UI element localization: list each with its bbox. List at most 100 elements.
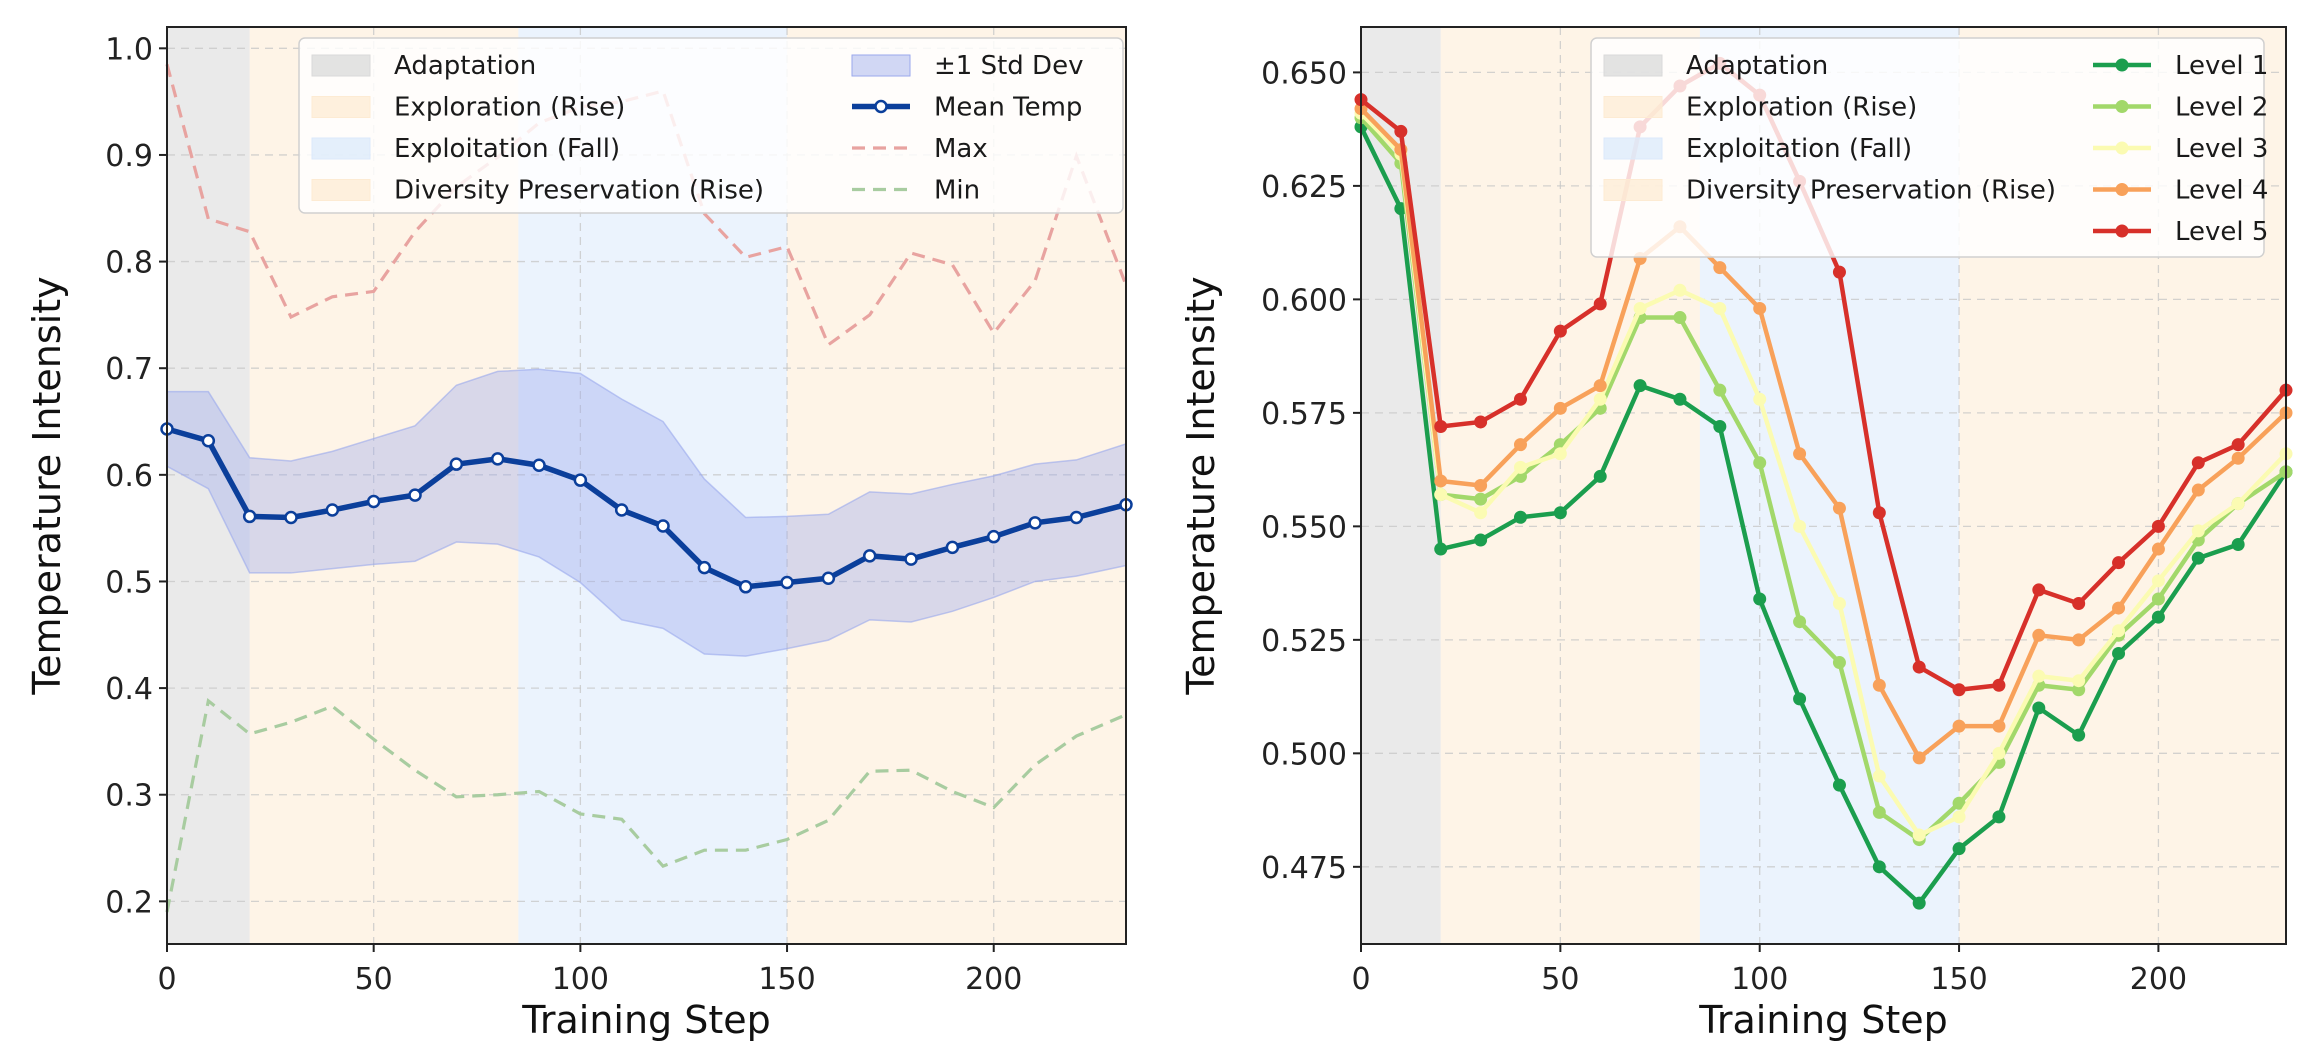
- right-series-level-2-line: [1359, 116, 2288, 842]
- right-series-level-5-point: [2151, 519, 2165, 533]
- right-series-level-1-point: [1553, 506, 1567, 520]
- left-legend-phase-swatch: [311, 54, 371, 77]
- left-y-tick-label: 0.6: [105, 459, 153, 494]
- right-series-level-1-point: [1872, 860, 1886, 874]
- left-y-tick-label: 0.9: [105, 139, 153, 174]
- right-legend-phase-swatch: [1603, 179, 1663, 201]
- right-y-tick-label: 0.575: [1261, 397, 1347, 432]
- left-x-tick-label: 150: [758, 962, 815, 997]
- right-series-level-2-point: [2151, 592, 2165, 606]
- right-series-level-4-point: [2151, 542, 2165, 556]
- right-series-level-1-point: [2072, 728, 2086, 742]
- left-series-mean-temp-point: [780, 575, 794, 590]
- right-legend-phase-swatch: [1603, 96, 1663, 118]
- left-legend-phase-swatch: [311, 179, 371, 201]
- right-series-level-1-point: [1593, 469, 1607, 483]
- right-series-level-2-point: [2072, 683, 2086, 697]
- left-legend-series-marker: [874, 99, 888, 114]
- left-y-tick-label: 0.3: [105, 779, 153, 814]
- right-legend-phase-label: Exploitation (Fall): [1686, 134, 1912, 164]
- left-series-mean-temp-point: [490, 452, 505, 466]
- left-series-mean-temp-point: [986, 529, 1001, 544]
- left-series-mean-temp-point: [284, 510, 298, 525]
- right-series-level-1-point: [1633, 379, 1647, 393]
- left-legend-phase-swatch: [311, 96, 371, 118]
- left-series-mean-temp-point: [1069, 510, 1084, 525]
- right-legend-series-label: Level 2: [2175, 93, 2268, 123]
- right-x-tick-label: 200: [2130, 962, 2187, 997]
- right-series-level-3-point: [1912, 828, 1926, 842]
- right-series-level-4-point: [1553, 401, 1567, 415]
- left-series-mean-temp-point: [325, 503, 340, 517]
- right-series-level-5-point: [1832, 265, 1846, 279]
- left-series-mean-temp-point: [242, 509, 257, 524]
- right-series-level-4-point: [1513, 438, 1527, 452]
- right-series-level-1-point: [1832, 778, 1846, 792]
- right-series-level-5-point: [2032, 583, 2046, 597]
- left-legend-phase-swatch: [311, 137, 371, 160]
- right-series-level-3-point: [1593, 392, 1607, 406]
- right-legend-series-marker: [2115, 224, 2129, 238]
- right-series-level-4-point: [1952, 719, 1966, 733]
- right-series-level-5-point: [1872, 506, 1886, 520]
- left-series-mean-temp-point: [821, 571, 836, 586]
- left-series-mean-temp-point: [614, 503, 629, 517]
- right-series-level-5-point: [1992, 678, 2006, 692]
- right-y-tick-label: 0.625: [1261, 170, 1347, 205]
- right-legend-phase-label: Diversity Preservation (Rise): [1686, 176, 2056, 206]
- right-y-tick-label: 0.525: [1261, 624, 1347, 659]
- left-series-mean-temp-point: [862, 549, 877, 563]
- right-series-level-4-point: [1992, 719, 2006, 733]
- right-series-level-3-point: [2151, 574, 2165, 588]
- left-y-tick-label: 0.2: [105, 885, 153, 920]
- left-legend-phase-label: Diversity Preservation (Rise): [394, 176, 764, 206]
- left-x-tick-label: 100: [552, 962, 609, 997]
- right-legend-series-label: Level 4: [2175, 176, 2268, 206]
- left-legend-phase-label: Exploitation (Fall): [394, 134, 620, 164]
- right-series-level-3-point: [2072, 674, 2086, 688]
- right-series-level-1-point: [1673, 392, 1687, 406]
- right-legend-phase-label: Exploration (Rise): [1686, 93, 1917, 123]
- left-x-axis-title: Training Step: [521, 998, 771, 1042]
- left-y-axis-title: Temperature Intensity: [25, 276, 69, 695]
- right-series-level-4-point: [2032, 628, 2046, 642]
- right-x-tick-label: 100: [1731, 962, 1788, 997]
- left-series-mean-temp-point: [201, 433, 216, 448]
- right-series-level-3-point: [1992, 746, 2006, 760]
- right-series-level-2-point: [1872, 805, 1886, 819]
- right-series-level-2-point: [1832, 656, 1846, 670]
- left-y-tick-label: 0.7: [105, 352, 153, 387]
- right-series-level-1-point: [1513, 510, 1527, 524]
- right-legend-series-label: Level 3: [2175, 134, 2268, 164]
- right-series-level-5-point: [1912, 660, 1926, 674]
- right-y-tick-label: 0.475: [1261, 851, 1347, 886]
- right-series-level-4-line: [1359, 107, 2288, 761]
- right-x-axis-title: Training Step: [1698, 998, 1948, 1042]
- right-legend-phase-label: Adaptation: [1686, 51, 1828, 81]
- right-series-level-4-point: [1753, 301, 1767, 315]
- right-legend-phase-swatch: [1603, 54, 1663, 77]
- right-series-level-1-line: [1358, 125, 2288, 906]
- right-series-level-4-point: [1713, 261, 1727, 275]
- right-series-level-3-point: [1753, 392, 1767, 406]
- right-series-level-3-point: [1952, 810, 1966, 824]
- right-series-level-2-point: [1673, 311, 1687, 325]
- right-x-tick-label: 150: [1930, 962, 1987, 997]
- right-series-level-1-point: [1434, 542, 1448, 556]
- right-series-level-3-line: [1359, 111, 2288, 838]
- right-legend-phase-swatch: [1603, 137, 1663, 160]
- right-series-level-5-point: [1394, 124, 1408, 138]
- right-axes-frame: [1360, 26, 2287, 945]
- right-series-level-3-point: [1434, 488, 1448, 502]
- right-series-level-5-point: [1952, 683, 1966, 697]
- right-chart-panel: 0 50 100 150 200 0.475 0.500 0.525 0.550 0.575 0.6…: [1179, 26, 2293, 1042]
- right-series-level-1-point: [2191, 551, 2205, 565]
- right-y-axis-title: Temperature Intensity: [1179, 276, 1223, 695]
- left-legend-series-label: Max: [934, 134, 988, 164]
- right-series-level-5-point: [1513, 392, 1527, 406]
- right-series-level-1-point: [2032, 701, 2046, 715]
- left-legend-series-label: ±1 Std Dev: [934, 51, 1083, 81]
- right-series-level-2-point: [1713, 383, 1727, 397]
- right-series-level-4-point: [2231, 451, 2245, 465]
